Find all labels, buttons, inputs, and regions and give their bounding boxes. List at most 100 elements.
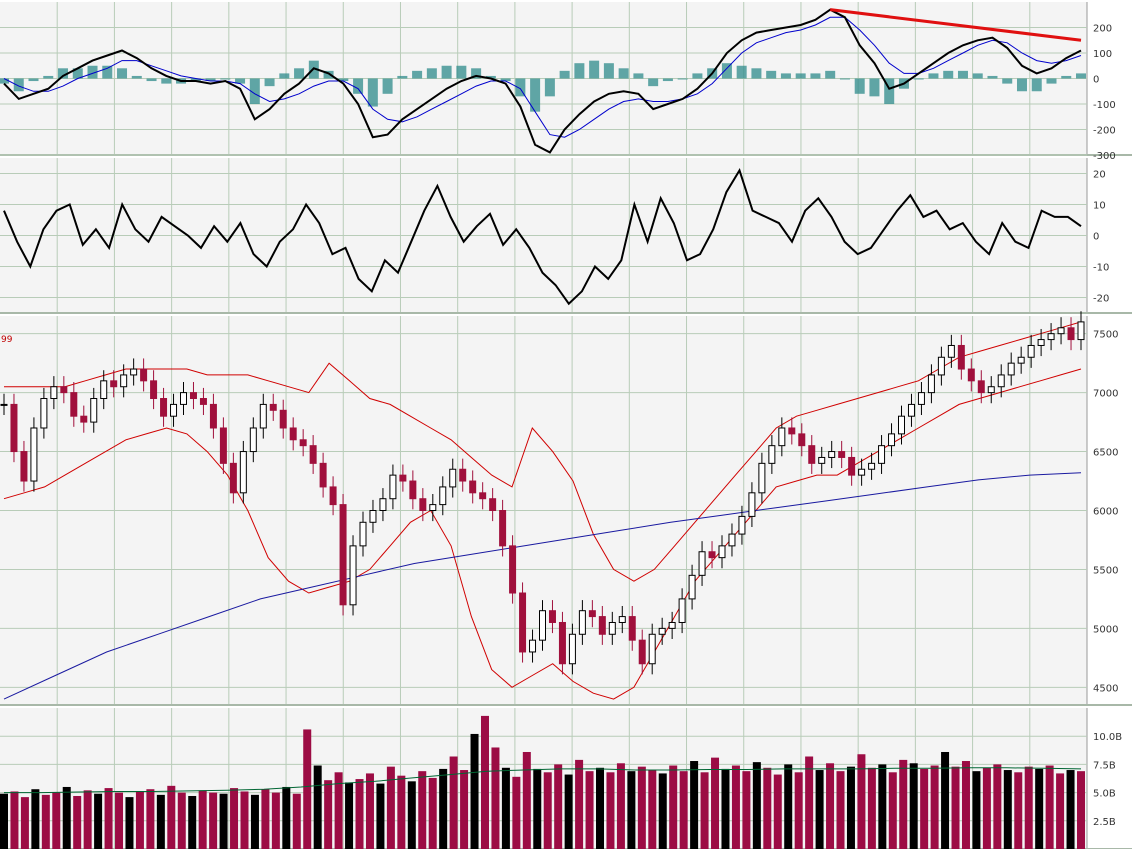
volume-bar bbox=[334, 772, 343, 849]
volume-bar bbox=[815, 770, 824, 849]
volume-bar bbox=[73, 795, 82, 849]
macd-histogram-bar bbox=[102, 65, 113, 79]
macd-histogram-bar bbox=[795, 73, 806, 79]
volume-bar bbox=[177, 792, 186, 849]
volume-bar bbox=[909, 763, 918, 849]
price-candle-body bbox=[329, 486, 337, 506]
macd-histogram-bar bbox=[146, 78, 157, 82]
volume-bar bbox=[324, 780, 333, 849]
volume-bar bbox=[543, 772, 552, 849]
price-candle-body bbox=[199, 398, 207, 405]
price-candle-body bbox=[1007, 362, 1015, 376]
volume-bar bbox=[679, 771, 688, 849]
volume-bar bbox=[460, 770, 469, 849]
volume-bar bbox=[250, 794, 259, 849]
macd-histogram-bar bbox=[854, 78, 865, 94]
price-candle-body bbox=[678, 598, 686, 623]
volume-bar bbox=[554, 764, 563, 849]
price-candle-body bbox=[100, 380, 108, 400]
volume-bar bbox=[480, 715, 489, 849]
volume-bar bbox=[470, 733, 479, 849]
macd-histogram-bar bbox=[618, 68, 629, 79]
volume-bar bbox=[104, 788, 113, 849]
price-candle-body bbox=[618, 616, 626, 623]
price-candle-body bbox=[379, 498, 387, 512]
volume-bar bbox=[271, 792, 280, 849]
volume-bar bbox=[888, 772, 897, 849]
macd-histogram-bar bbox=[353, 78, 364, 94]
price-candle-body bbox=[648, 633, 656, 665]
osc|1-tick-label: 0 bbox=[1093, 232, 1099, 243]
volume-bar bbox=[219, 793, 228, 849]
volume-bar bbox=[1014, 772, 1023, 849]
volume-bar bbox=[773, 774, 782, 849]
price-candle-body bbox=[748, 492, 756, 517]
volume-bar bbox=[397, 775, 406, 849]
macd-histogram-bar bbox=[382, 78, 393, 94]
volume-bar bbox=[209, 792, 218, 849]
price-candle-body bbox=[40, 398, 48, 429]
macd-histogram-bar bbox=[323, 70, 334, 79]
macd-histogram-bar bbox=[500, 78, 511, 82]
macd-histogram-bar bbox=[426, 68, 437, 79]
price-candle-body bbox=[957, 344, 965, 370]
volume-bar bbox=[167, 785, 176, 849]
price-candle-body bbox=[359, 521, 367, 547]
volume-bar bbox=[407, 781, 416, 849]
price-candle-body bbox=[828, 451, 836, 458]
volume-bar bbox=[83, 790, 92, 849]
macd-histogram-bar bbox=[87, 65, 98, 79]
volume-bar bbox=[794, 772, 803, 849]
volume-bar bbox=[669, 765, 678, 849]
volume-bar bbox=[313, 765, 322, 849]
price-candle-body bbox=[848, 456, 856, 476]
price-candle-body bbox=[548, 610, 556, 623]
price-candle-body bbox=[180, 392, 187, 405]
price-candle-body bbox=[768, 445, 776, 464]
price-candle-body bbox=[688, 574, 696, 600]
price-candle-body bbox=[658, 627, 666, 635]
macd-histogram-bar bbox=[648, 78, 659, 87]
volume-bar bbox=[303, 729, 312, 849]
price-candle-body bbox=[459, 468, 467, 482]
volume-bar bbox=[345, 782, 354, 849]
price-candle-body bbox=[967, 368, 975, 382]
volume-bar bbox=[94, 793, 103, 849]
macd-histogram-bar bbox=[456, 65, 467, 79]
price-candle-body bbox=[249, 427, 257, 453]
volume-bar bbox=[0, 793, 8, 849]
volume-bar bbox=[596, 767, 605, 849]
price-candle-body bbox=[638, 639, 646, 665]
macd-histogram-bar bbox=[721, 63, 732, 79]
price-candle-body bbox=[698, 551, 706, 576]
price-candle-body bbox=[110, 380, 118, 388]
price-candle-body bbox=[758, 462, 766, 494]
macd-histogram-bar bbox=[412, 70, 423, 79]
volume|3-tick-label: 7.5B bbox=[1093, 760, 1116, 771]
macd-histogram-bar bbox=[205, 78, 216, 82]
volume-bar bbox=[585, 771, 594, 849]
price-candle-body bbox=[279, 409, 287, 429]
macd-histogram-bar bbox=[235, 78, 246, 84]
price-candle-body bbox=[399, 474, 407, 482]
volume-bar bbox=[752, 762, 761, 849]
price-candle-body bbox=[1067, 327, 1075, 341]
price-candle-body bbox=[568, 633, 576, 665]
volume-bar bbox=[1066, 770, 1075, 849]
price-candle-body bbox=[239, 451, 247, 494]
volume-bar bbox=[156, 794, 165, 849]
volume-bar bbox=[240, 791, 249, 849]
volume-panel: 10.0B 7.5B 5.0B 2.5B bbox=[0, 708, 1132, 850]
macd-histogram-bar bbox=[530, 78, 541, 112]
volume|3-tick-label: 10.0B bbox=[1093, 732, 1122, 743]
macd-histogram-bar bbox=[471, 68, 482, 79]
price-candle-body bbox=[937, 356, 945, 376]
volume-bar bbox=[491, 747, 500, 849]
volume-bar bbox=[564, 774, 573, 849]
macd-histogram-bar bbox=[943, 70, 954, 79]
macd-histogram-bar bbox=[485, 75, 496, 79]
volume-bar bbox=[993, 764, 1002, 849]
macd|0-tick-label: -200 bbox=[1093, 126, 1116, 137]
macd-histogram-bar bbox=[662, 78, 673, 82]
